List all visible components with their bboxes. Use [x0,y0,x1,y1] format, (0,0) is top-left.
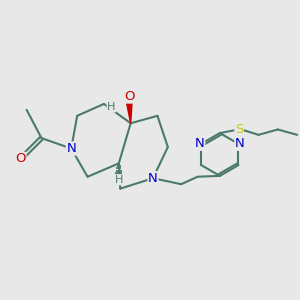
Text: N: N [195,137,205,150]
Text: H: H [107,102,116,112]
Text: N: N [235,137,245,150]
Text: O: O [124,90,134,103]
Text: S: S [235,123,243,136]
Text: H: H [115,175,123,185]
Text: O: O [16,152,26,165]
Text: N: N [66,142,76,155]
Text: N: N [148,172,158,185]
Polygon shape [126,101,132,123]
